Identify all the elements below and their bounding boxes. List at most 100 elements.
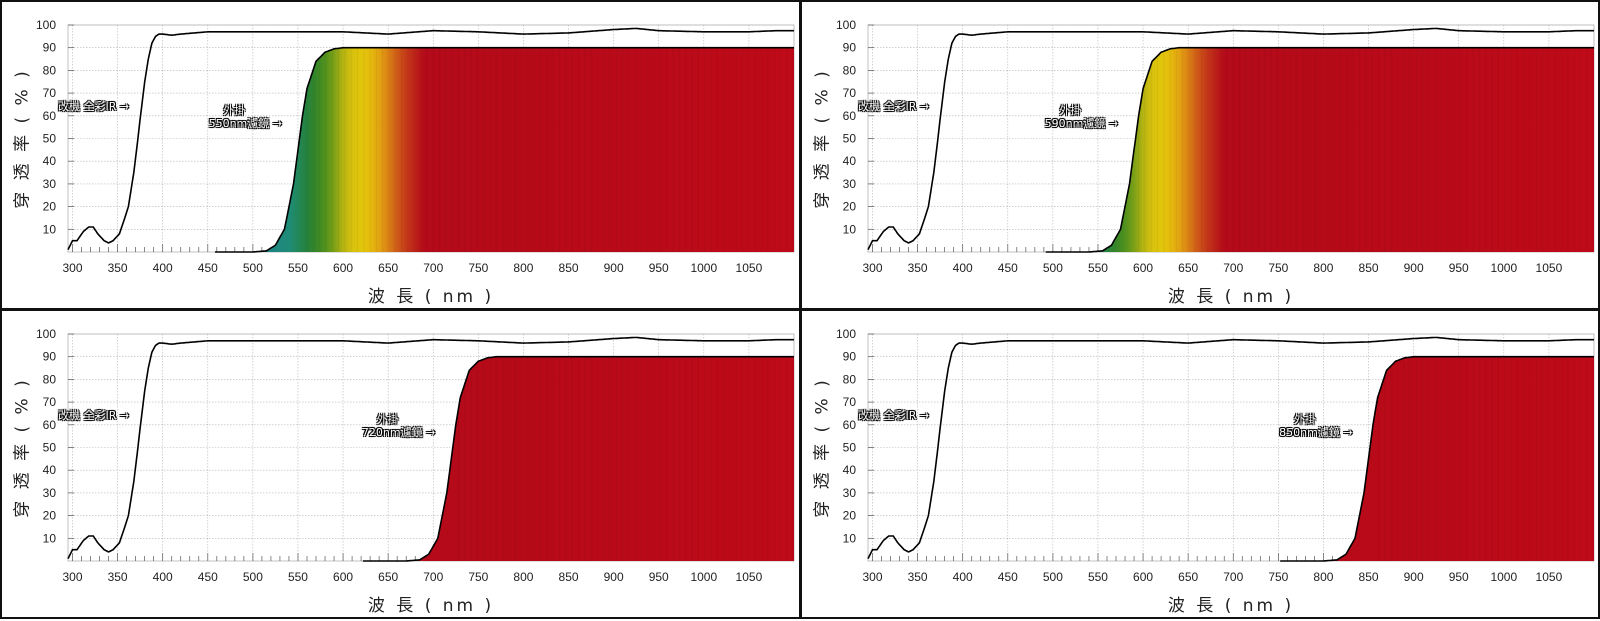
arrow-right-icon: → [422, 426, 436, 440]
y-tick-label: 50 [843, 132, 857, 146]
annotation-filter-line2: 590nm濾鏡 → [1045, 117, 1118, 130]
y-tick-label: 100 [36, 18, 56, 32]
y-tick-label: 90 [43, 350, 57, 364]
annotation-filter: 外掛 850nm濾鏡 → [1279, 413, 1352, 439]
arrow-right-icon: → [916, 99, 930, 113]
y-tick-label: 70 [43, 86, 57, 100]
annotation-filter: 外掛 720nm濾鏡 → [362, 413, 435, 439]
y-tick-label: 100 [836, 18, 856, 32]
x-tick-label: 350 [108, 570, 128, 584]
y-axis-title: 穿 透 率 ( % ) [808, 311, 833, 584]
annotation-camera: 改機 全彩IR → [858, 100, 929, 113]
y-tick-label: 50 [43, 441, 57, 455]
annotation-filter: 外掛 550nm濾鏡 → [209, 104, 282, 130]
x-tick-label: 850 [1359, 570, 1379, 584]
annotation-filter-label: 550nm濾鏡 [208, 117, 270, 131]
x-tick-label: 300 [62, 261, 82, 275]
y-tick-label: 20 [43, 509, 57, 523]
y-tick-label: 50 [843, 441, 857, 455]
arrow-right-icon: → [269, 117, 282, 131]
y-tick-label: 40 [843, 463, 857, 477]
x-tick-label: 550 [1088, 570, 1108, 584]
x-tick-label: 700 [423, 570, 443, 584]
x-tick-label: 400 [153, 261, 173, 275]
x-tick-label: 600 [1133, 261, 1153, 275]
annotation-filter-label: 850nm濾鏡 [1279, 426, 1340, 440]
annotation-camera-text: 改機 全彩IR [858, 99, 917, 113]
filter-curve [1045, 46, 1594, 253]
x-tick-label: 1000 [1490, 261, 1517, 275]
y-axis-title-text: 穿 透 率 ( % ) [812, 377, 833, 518]
x-tick-label: 500 [243, 261, 263, 275]
x-tick-label: 950 [1449, 261, 1469, 275]
x-tick-label: 450 [198, 261, 218, 275]
annotation-camera-text: 改機 全彩IR [858, 408, 917, 422]
x-tick-label: 350 [908, 570, 928, 584]
x-tick-label: 400 [153, 570, 173, 584]
annotation-camera: 改機 全彩IR → [58, 409, 129, 422]
x-tick-label: 1050 [736, 570, 763, 584]
x-axis-title: 波 長 ( nm ) [367, 596, 495, 616]
y-tick-label: 50 [43, 132, 57, 146]
x-tick-label: 1050 [1536, 261, 1563, 275]
arrow-right-icon: → [116, 99, 130, 113]
y-tick-label: 90 [43, 41, 57, 55]
x-axis-title: 波 長 ( nm ) [1167, 596, 1295, 616]
chart-panel-1: 300 350 400 450 500 550 600 650 700 750 800 850 900 9… [0, 0, 801, 310]
y-tick-label: 80 [843, 63, 857, 77]
annotation-filter-line1: 外掛 [1059, 104, 1082, 118]
y-tick-label: 10 [843, 222, 857, 236]
y-tick-label: 90 [843, 41, 857, 55]
x-axis-title: 波 長 ( nm ) [1167, 287, 1295, 307]
y-axis-title-text: 穿 透 率 ( % ) [812, 68, 833, 209]
x-tick-label: 900 [1404, 570, 1424, 584]
x-tick-label: 550 [288, 570, 308, 584]
filter-curve [1280, 355, 1594, 562]
y-tick-label: 90 [843, 350, 857, 364]
annotation-filter-line1: 外掛 [1293, 413, 1316, 427]
x-tick-label: 400 [953, 570, 973, 584]
y-tick-label: 10 [43, 222, 57, 236]
y-tick-label: 60 [43, 109, 57, 123]
x-tick-label: 350 [908, 261, 928, 275]
x-tick-label: 800 [513, 261, 533, 275]
y-tick-label: 20 [843, 200, 857, 214]
chart-svg: 300 350 400 450 500 550 600 650 700 750 800 850 900 9… [36, 18, 795, 275]
y-tick-label: 40 [843, 154, 857, 168]
filter-curve [362, 355, 794, 562]
y-axis-title: 穿 透 率 ( % ) [8, 311, 33, 584]
annotation-filter-line2: 550nm濾鏡 → [209, 117, 282, 130]
x-tick-label: 600 [333, 570, 353, 584]
annotation-camera: 改機 全彩IR → [58, 100, 129, 113]
x-tick-label: 450 [998, 261, 1018, 275]
filter-area [362, 356, 794, 561]
x-tick-label: 450 [198, 570, 218, 584]
camera-curve [867, 336, 1594, 560]
x-tick-label: 500 [1043, 570, 1063, 584]
annotation-filter: 外掛 590nm濾鏡 → [1045, 104, 1118, 130]
x-tick-label: 800 [513, 570, 533, 584]
x-tick-label: 650 [1178, 570, 1198, 584]
x-tick-label: 700 [423, 261, 443, 275]
camera-curve [67, 336, 794, 560]
filter-curve [215, 46, 794, 253]
x-tick-label: 750 [1268, 261, 1288, 275]
arrow-right-icon: → [1339, 426, 1353, 440]
x-tick-label: 650 [378, 570, 398, 584]
x-tick-label: 850 [559, 570, 579, 584]
y-axis-title: 穿 透 率 ( % ) [8, 2, 33, 275]
x-tick-label: 1050 [736, 261, 763, 275]
filter-area [1280, 356, 1594, 561]
annotation-camera-text: 改機 全彩IR [58, 99, 117, 113]
x-tick-label: 500 [1043, 261, 1063, 275]
y-tick-label: 60 [843, 109, 857, 123]
x-tick-label: 300 [862, 570, 882, 584]
y-tick-label: 30 [843, 486, 857, 500]
y-tick-label: 70 [43, 395, 57, 409]
y-axis-title: 穿 透 率 ( % ) [808, 2, 833, 275]
y-tick-label: 30 [843, 177, 857, 191]
x-tick-label: 750 [468, 261, 488, 275]
arrow-right-icon: → [916, 408, 930, 422]
x-tick-label: 900 [604, 570, 624, 584]
